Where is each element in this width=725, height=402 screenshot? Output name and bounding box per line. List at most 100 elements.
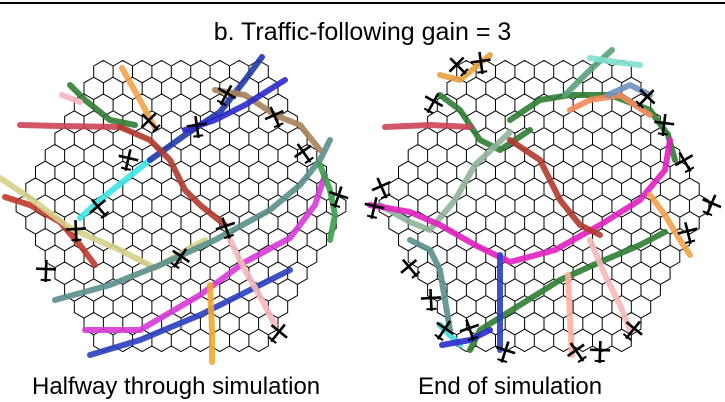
aircraft-tail (685, 239, 696, 244)
aircraft-wings (495, 345, 516, 355)
route-line (52, 137, 333, 303)
aircraft-wings (424, 95, 444, 108)
hex-grid-halfway (15, 59, 347, 353)
route-line (562, 47, 615, 98)
aircraft-wings (470, 58, 491, 64)
route-line (367, 137, 673, 265)
figure-title: b. Traffic-following gain = 3 (213, 18, 512, 46)
aircraft-icon (470, 51, 491, 75)
route-line (82, 172, 328, 333)
route-line (382, 122, 473, 130)
aircraft-icon (448, 56, 469, 77)
aircraft-tail (193, 134, 204, 138)
route-line (77, 157, 153, 221)
aircraft-icon (371, 177, 391, 200)
aircraft-tail (330, 203, 341, 209)
aircraft-icon (654, 113, 675, 137)
aircraft-wings (217, 87, 237, 100)
aircraft-fuselage (500, 341, 510, 363)
caption-end: End of simulation (418, 373, 603, 400)
aircraft-fuselage (429, 288, 433, 312)
panel-halfway (0, 54, 349, 365)
aircraft-wings (448, 56, 465, 73)
aircraft-icon (459, 319, 480, 342)
aircraft-fuselage (219, 84, 233, 106)
aircraft-icon (328, 186, 349, 209)
route-line (587, 55, 643, 68)
aircraft-wings (420, 296, 441, 300)
aircraft-tail (657, 132, 668, 136)
aircraft-icon (674, 151, 695, 174)
aircraft-fuselage (269, 106, 281, 128)
hex-cells (15, 59, 347, 353)
hex-grid-end (378, 59, 710, 353)
aircraft-fuselage (333, 186, 343, 208)
aircraft-tail (100, 210, 110, 219)
aircraft-wings (328, 190, 349, 200)
aircraft-fuselage (370, 196, 378, 220)
aircraft-wings (654, 120, 675, 126)
aircraft-wings (186, 122, 207, 128)
aircraft-tail (170, 261, 180, 270)
aircraft-wings (590, 348, 611, 352)
aircraft-tail (267, 336, 277, 344)
aircraft-icon (170, 248, 191, 270)
aircraft-tail (223, 233, 234, 240)
aircraft-icon (186, 115, 207, 139)
aircraft-tail (152, 124, 161, 133)
aircraft-fuselage (661, 113, 667, 137)
aircraft-fuselage (449, 57, 467, 75)
route-line (507, 137, 603, 238)
aircraft-fuselage (74, 219, 78, 243)
aircraft-tail (304, 156, 314, 165)
aircraft-tail (684, 166, 695, 174)
aircraft-fuselage (90, 198, 108, 218)
aircraft-wings (677, 227, 698, 235)
aircraft-wings (293, 144, 312, 159)
aircraft-icon (677, 222, 698, 244)
aircraft-tail (380, 193, 391, 200)
aircraft-icon (65, 219, 86, 243)
aircraft-icon (36, 259, 57, 283)
aircraft-wings (371, 180, 391, 192)
aircraft-wings (140, 112, 157, 129)
route-line (377, 129, 513, 233)
aircraft-wings (639, 88, 656, 105)
aircraft-tail (477, 70, 488, 74)
aircraft-wings (65, 227, 86, 231)
aircraft-wings (702, 198, 722, 209)
aircraft-fuselage (124, 148, 132, 172)
route-line (407, 237, 453, 333)
aircraft-icon (216, 84, 237, 107)
aircraft-fuselage (221, 217, 231, 239)
aircraft-tail (426, 307, 437, 311)
route-line (317, 162, 338, 243)
aircraft-wings (270, 324, 288, 339)
aircraft-wings (89, 199, 107, 214)
aircraft-icon (264, 106, 284, 129)
aircraft-fuselage (465, 319, 475, 341)
aircraft-fuselage (376, 177, 388, 199)
aircraft-tail (497, 358, 508, 364)
aircraft-fuselage (44, 259, 48, 283)
aircraft-icon (215, 217, 236, 240)
aircraft-wings (264, 109, 284, 121)
aircraft-fuselage (401, 258, 419, 278)
aircraft-icon (118, 148, 139, 172)
aircraft-wings (436, 321, 455, 336)
aircraft-tail (702, 210, 713, 217)
aircraft-icon (400, 258, 421, 279)
aircraft-wings (566, 343, 585, 358)
aircraft-icon (267, 323, 288, 344)
aircraft-icon (89, 198, 110, 219)
aircraft-fuselage (678, 151, 692, 173)
aircraft-fuselage (270, 323, 286, 343)
aircraft-end (364, 51, 722, 364)
aircraft-fuselage (637, 89, 655, 107)
aircraft-wings (215, 221, 236, 231)
aircraft-tail (71, 238, 82, 242)
aircraft-tail (120, 166, 132, 171)
aircraft-icon (622, 320, 643, 341)
aircraft-icon (566, 342, 587, 364)
route-line (87, 267, 293, 358)
